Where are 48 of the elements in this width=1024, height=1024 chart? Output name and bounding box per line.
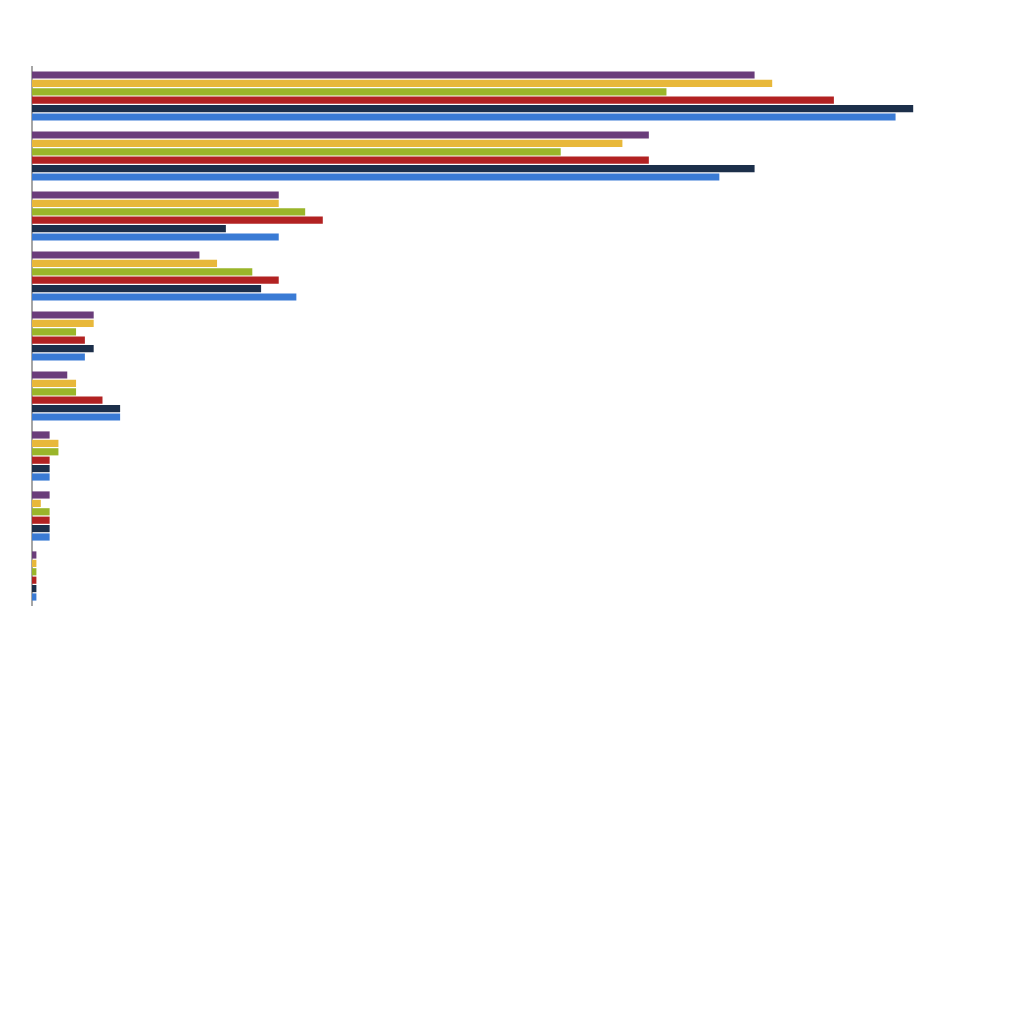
bar bbox=[32, 328, 77, 336]
bar bbox=[32, 319, 94, 327]
bar bbox=[32, 379, 77, 387]
bar bbox=[32, 311, 94, 319]
bar bbox=[32, 251, 200, 259]
bar bbox=[32, 293, 297, 301]
bar bbox=[32, 396, 103, 404]
bar bbox=[32, 208, 306, 216]
bar bbox=[32, 448, 59, 456]
bar bbox=[32, 533, 50, 541]
bar bbox=[32, 371, 68, 379]
bar bbox=[32, 464, 50, 473]
bar bbox=[32, 148, 561, 156]
bar bbox=[32, 404, 121, 413]
bar bbox=[32, 104, 914, 113]
bar bbox=[32, 173, 720, 181]
bar bbox=[32, 353, 85, 361]
bar bbox=[32, 456, 50, 464]
bar bbox=[32, 431, 50, 439]
bar bbox=[32, 413, 121, 421]
bar bbox=[32, 131, 649, 139]
bar bbox=[32, 113, 896, 121]
bar bbox=[32, 344, 94, 353]
bar bbox=[32, 233, 279, 241]
bar bbox=[32, 216, 323, 224]
bar bbox=[32, 388, 77, 396]
bar bbox=[32, 336, 85, 344]
bar bbox=[32, 139, 623, 147]
bar bbox=[32, 191, 279, 199]
bar bbox=[32, 508, 50, 516]
bar bbox=[32, 268, 253, 276]
bar bbox=[32, 439, 59, 447]
bar bbox=[32, 88, 667, 96]
bar bbox=[32, 473, 50, 481]
bar bbox=[32, 71, 755, 79]
bar bbox=[32, 224, 226, 233]
bar bbox=[32, 199, 279, 207]
bar bbox=[32, 516, 50, 524]
bar bbox=[32, 499, 41, 507]
bar bbox=[32, 79, 773, 87]
bar bbox=[32, 96, 834, 104]
bar bbox=[32, 259, 218, 267]
bar bbox=[32, 276, 279, 284]
bar bbox=[32, 156, 649, 164]
bar bbox=[32, 284, 262, 293]
bar bbox=[32, 491, 50, 499]
bar bbox=[32, 164, 755, 173]
bar bbox=[32, 524, 50, 533]
